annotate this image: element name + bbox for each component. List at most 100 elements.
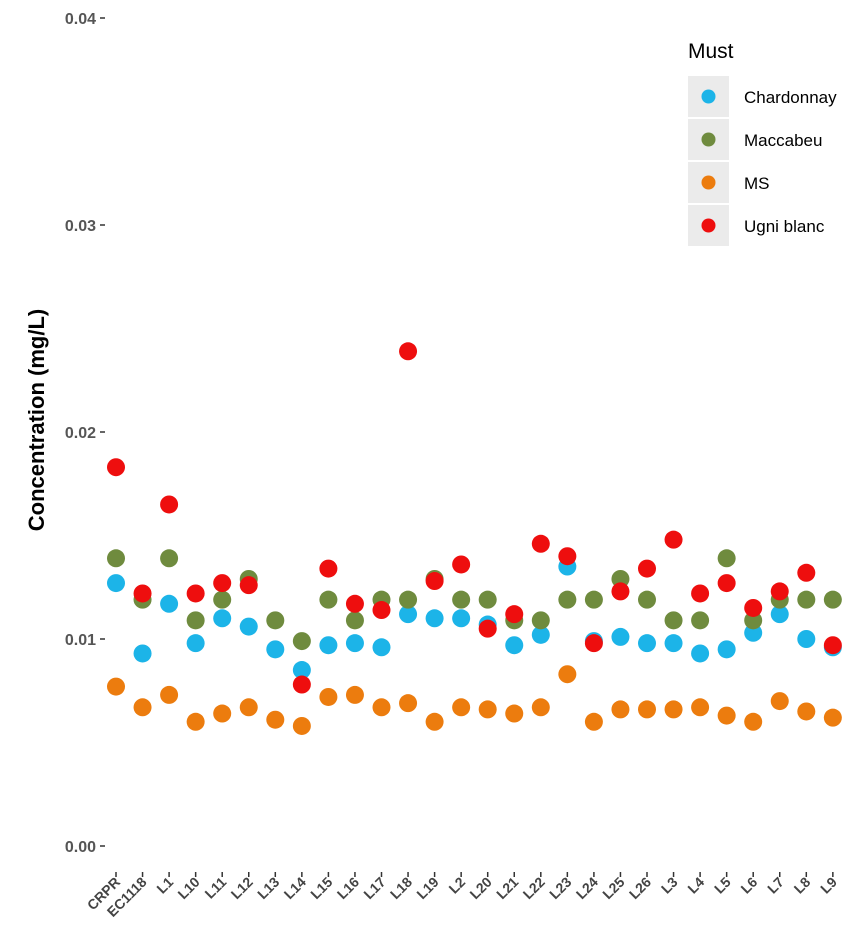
data-point [558,665,577,684]
series-maccabeu [107,549,842,651]
x-tick-label: L17 [360,874,389,903]
x-tick-label: L16 [334,874,363,903]
x-tick-label: L12 [227,874,256,903]
data-point [160,549,179,568]
data-point [531,625,550,644]
data-point [452,698,471,717]
data-point [478,619,497,638]
data-point [558,547,577,566]
data-point [691,644,710,663]
data-point [186,584,205,603]
data-point [186,634,205,653]
data-point [425,712,444,731]
x-tick-label: L20 [466,874,495,903]
x-tick-label: L10 [174,874,203,903]
data-point [213,590,232,609]
data-point [744,598,763,617]
data-point [239,576,258,595]
data-point [452,609,471,628]
data-point [239,698,258,717]
data-point [399,590,418,609]
data-point [717,640,736,659]
data-point [584,590,603,609]
series-ms [107,665,842,735]
data-point [505,636,524,655]
x-tick-label: L2 [445,874,468,897]
data-point [531,611,550,630]
x-tick-label: L14 [281,874,310,903]
data-point [638,700,656,719]
data-point [744,712,763,731]
x-tick-label: L24 [573,874,602,903]
data-point [399,605,418,624]
data-point [266,710,285,729]
legend-marker [701,132,716,147]
data-point [107,549,125,568]
series-ugni-blanc [107,342,842,694]
data-point [133,584,152,603]
data-point [239,617,258,636]
data-point [399,694,418,713]
x-tick-label: L4 [684,874,707,897]
data-point [345,634,364,653]
data-point [531,698,550,717]
data-point [213,609,232,628]
data-point [717,706,736,725]
data-point [558,590,577,609]
x-tick-label: L26 [626,874,655,903]
data-point [292,716,311,735]
data-point [345,594,364,613]
legend-label: Ugni blanc [744,217,825,236]
data-point [691,611,710,630]
legend-marker [701,175,716,190]
legend-label: MS [744,174,770,193]
x-tick-label: L6 [737,874,760,897]
data-point [133,698,152,717]
y-tick-label: 0.04 [65,11,96,28]
data-point [770,692,789,711]
data-point [372,698,391,717]
data-point [584,712,603,731]
y-tick-label: 0.02 [65,425,96,442]
data-point [797,590,816,609]
x-tick-label: L8 [791,874,814,897]
data-point [664,634,683,653]
data-point [823,708,842,727]
data-point [372,638,391,657]
data-point [160,495,179,514]
y-tick-label: 0.01 [65,632,96,649]
data-point [691,584,710,603]
data-point [107,458,125,477]
data-point [797,563,816,582]
x-tick-label: L15 [307,874,336,903]
data-point [638,634,656,653]
legend: Must Chardonnay Maccabeu MS Ugni blanc [688,40,837,246]
data-points [107,342,842,735]
data-point [638,590,656,609]
data-point [399,342,418,361]
data-point [744,611,763,630]
data-point [638,559,656,578]
data-point [266,640,285,659]
y-tick-label: 0.00 [65,839,96,856]
data-point [823,636,842,655]
data-point [452,590,471,609]
x-tick-label: L25 [599,874,628,903]
data-point [611,582,630,601]
data-point [770,605,789,624]
x-tick-label: L3 [658,874,681,897]
y-tick-label: 0.03 [65,218,96,235]
data-point [425,609,444,628]
data-point [345,611,364,630]
data-point [133,644,152,663]
x-tick-label: L7 [764,874,787,897]
data-point [478,700,497,719]
data-point [292,661,311,680]
x-tick-label: L13 [254,874,283,903]
x-tick-label: L18 [387,874,416,903]
x-tick-label: L21 [493,874,522,903]
data-point [107,574,125,593]
data-point [319,636,338,655]
data-point [107,677,125,696]
